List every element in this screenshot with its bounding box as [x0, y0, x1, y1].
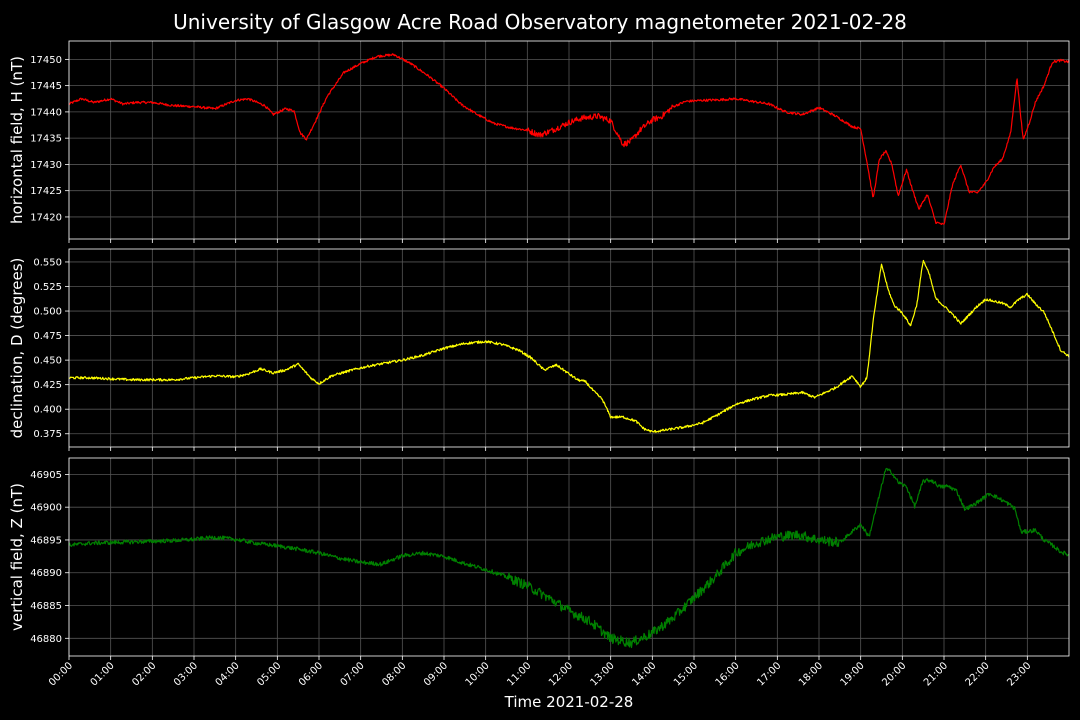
plot-frame	[68, 248, 1070, 448]
y-tick-label: 46880	[30, 634, 62, 645]
plot-frame	[68, 40, 1070, 240]
y-tick-label: 17440	[30, 107, 62, 118]
y-tick-label: 46885	[30, 601, 62, 612]
y-tick-label: 0.400	[33, 405, 62, 416]
panel-1: 17420 17425 17430 17435 17440 17445 17450 horiz…	[8, 40, 1070, 243]
series-line	[68, 259, 1070, 434]
series-line	[68, 53, 1070, 225]
y-tick-label: 0.450	[33, 356, 62, 367]
x-axis-label: Time 2021-02-28	[504, 693, 634, 711]
y-tick-label: 0.525	[33, 282, 62, 293]
chart-title: University of Glasgow Acre Road Observat…	[173, 10, 907, 34]
y-axis-label: vertical field, Z (nT)	[8, 483, 26, 631]
y-tick-label: 0.425	[33, 380, 62, 391]
y-tick-label: 0.500	[33, 307, 62, 318]
y-tick-label: 0.475	[33, 331, 62, 342]
plot-frame	[68, 457, 1070, 657]
y-tick-label: 17430	[30, 160, 62, 171]
y-tick-label: 46900	[30, 503, 62, 514]
y-tick-label: 46890	[30, 568, 62, 579]
y-tick-label: 17445	[30, 81, 62, 92]
y-tick-label: 17420	[30, 212, 62, 223]
y-axis-label: declination, D (degrees)	[8, 258, 26, 439]
y-tick-label: 46895	[30, 535, 62, 546]
y-tick-label: 17425	[30, 186, 62, 197]
y-tick-label: 17435	[30, 134, 62, 145]
panel-2: 0.375 0.400 0.425 0.450 0.475 0.500 0.525 0.550…	[8, 248, 1070, 451]
y-tick-label: 17450	[30, 55, 62, 66]
y-tick-label: 46905	[30, 470, 62, 481]
series-line	[68, 467, 1070, 649]
y-tick-label: 0.375	[33, 429, 62, 440]
y-axis-label: horizontal field, H (nT)	[8, 56, 26, 224]
y-tick-label: 0.550	[33, 257, 62, 268]
